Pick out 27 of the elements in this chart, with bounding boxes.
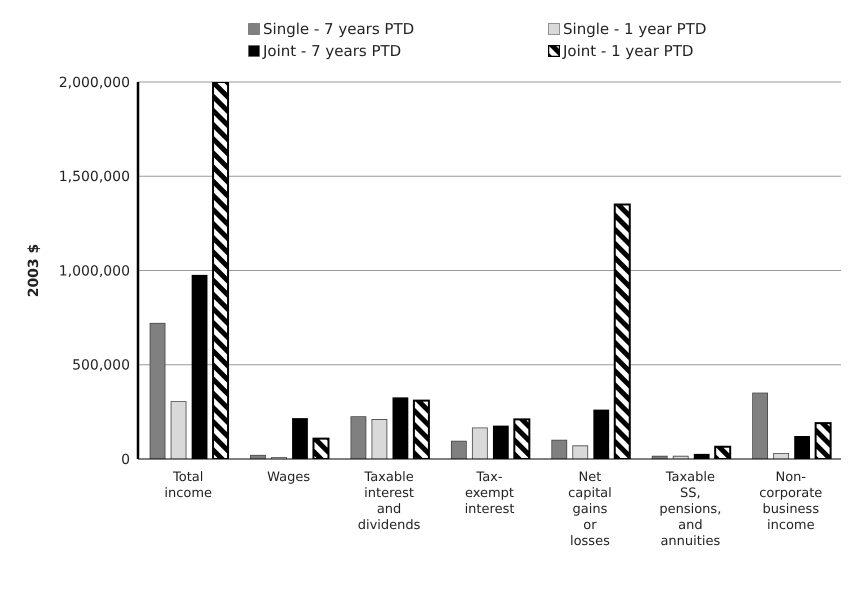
x-tick-label: Total income [164,470,212,501]
bar [150,322,166,459]
legend-label: Joint - 1 year PTD [563,42,694,60]
bar [773,452,790,459]
bar [170,401,186,459]
bar [551,440,568,459]
bar [350,416,366,459]
x-tick-label: Tax-exempt interest [464,470,514,517]
y-tick-label: 2,000,000 [58,74,130,91]
x-tick-label: Taxable SS, pensions, and annuities [659,470,722,549]
y-tick-label: 1,000,000 [58,263,130,280]
bar [372,419,388,459]
bar [752,392,768,459]
y-tick-label: 0 [121,452,130,468]
x-tick-label: Taxable interest and dividends [358,470,421,533]
bar [472,428,488,459]
x-tick-label: Net capital gains or losses [568,470,612,549]
legend-label: Single - 7 years PTD [263,20,414,38]
y-tick-label: 500,000 [72,358,130,374]
x-tick-label: Wages [267,470,310,485]
bar [572,445,588,459]
legend-label: Single - 1 year PTD [563,20,706,38]
y-axis-title: 2003 $ [26,244,42,298]
y-tick-label: 1,500,000 [58,169,130,186]
legend-label: Joint - 7 years PTD [263,42,402,60]
bar [450,440,467,459]
x-tick-label: Non-corporate business income [759,470,822,533]
